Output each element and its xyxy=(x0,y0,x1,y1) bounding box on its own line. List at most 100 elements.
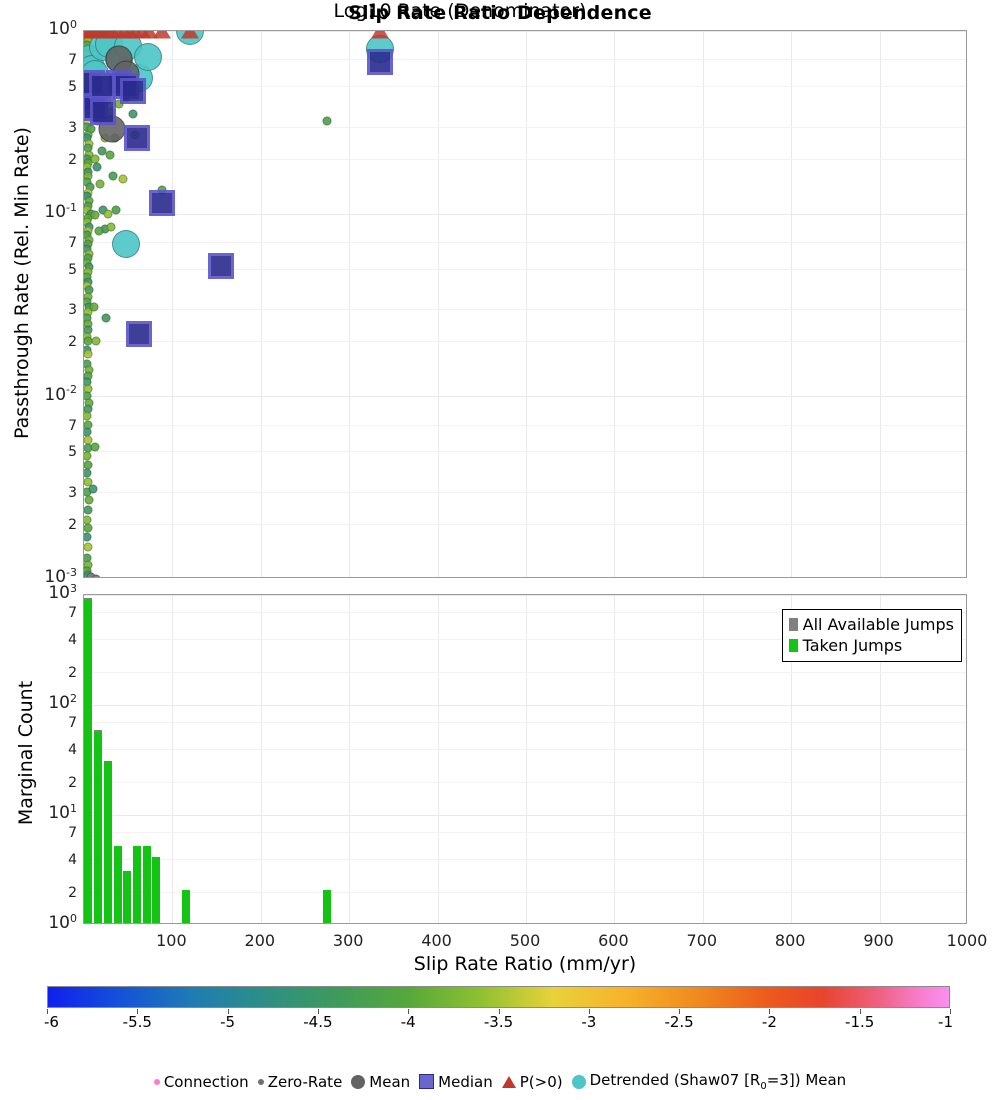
gridline-vertical xyxy=(702,31,704,577)
histogram-x-tick: 300 xyxy=(332,931,364,950)
connection-point xyxy=(84,542,93,552)
p-gt-zero-icon xyxy=(501,1075,516,1088)
histogram-y-tick: 7 xyxy=(68,602,77,621)
tick-label: 2 xyxy=(68,664,77,681)
histogram-y-tick: 7 xyxy=(68,712,77,731)
colorbar-tick xyxy=(859,1009,861,1014)
p-gt-zero-marker[interactable]: P(>0) xyxy=(501,1073,563,1091)
p-gt-zero-point xyxy=(152,31,171,39)
scatter-y-tick: 7 xyxy=(68,415,77,434)
page-title: Slip Rate Ratio Dependence xyxy=(348,2,652,24)
legend-swatch xyxy=(788,639,798,652)
histogram-bar xyxy=(181,889,190,923)
histogram-y-tick: 4 xyxy=(68,629,77,648)
tick-label: 5 xyxy=(68,78,77,95)
tick-exponent: 0 xyxy=(70,912,77,925)
mean-icon xyxy=(351,1074,366,1089)
p-gt-zero-point xyxy=(371,31,390,39)
connection-marker[interactable]: Connection xyxy=(153,1073,249,1091)
scatter-y-tick: 10-3 xyxy=(44,566,77,587)
gridline-vertical xyxy=(260,595,262,923)
scatter-y-tick: 5 xyxy=(68,441,77,460)
colorbar-tick-label: -6 xyxy=(44,1013,59,1031)
colorbar-tick-label: -4 xyxy=(400,1013,416,1031)
median-point xyxy=(124,124,151,151)
tick-label: 7 xyxy=(68,825,77,842)
legend-item[interactable]: Taken Jumps xyxy=(788,635,954,656)
detrended-mean-marker[interactable]: Detrended (Shaw07 [R0=3]) Mean xyxy=(571,1071,846,1092)
gridline-horizontal xyxy=(84,451,966,453)
histogram-y-tick: 103 xyxy=(48,582,77,603)
connection-point xyxy=(84,468,92,478)
tick-exponent: 3 xyxy=(70,582,77,595)
colorbar-tick xyxy=(227,1009,229,1014)
zero-rate-marker[interactable]: Zero-Rate xyxy=(257,1073,342,1091)
legend-label: All Available Jumps xyxy=(802,615,954,634)
connection-point xyxy=(84,532,92,542)
scatter-y-tick: 2 xyxy=(68,331,77,350)
gridline-horizontal xyxy=(84,832,966,834)
scatter-plot-axes[interactable] xyxy=(83,30,967,578)
histogram-bar xyxy=(152,856,161,923)
connection-point xyxy=(84,349,93,359)
histogram-x-tick: 200 xyxy=(244,931,276,950)
gridline-vertical xyxy=(437,595,439,923)
gridline-horizontal xyxy=(84,126,966,128)
scatter-y-tick: 2 xyxy=(68,514,77,533)
p-gt-zero-point xyxy=(181,31,200,39)
scatter-canvas xyxy=(84,31,966,577)
connection-point xyxy=(84,523,93,533)
connection-point xyxy=(92,162,102,172)
gridline-horizontal xyxy=(84,241,966,243)
gridline-horizontal xyxy=(84,748,966,750)
tick-exponent: -1 xyxy=(66,200,77,214)
histogram-bar xyxy=(142,846,151,923)
histogram-y-tick: 2 xyxy=(68,662,77,681)
histogram-legend: All Available Jumps Taken Jumps xyxy=(781,609,962,662)
histogram-y-tick: 7 xyxy=(68,822,77,841)
tick-label: 10 xyxy=(48,913,70,934)
tick-label: 7 xyxy=(68,417,77,434)
colorbar-tick xyxy=(47,1009,48,1014)
histogram-y-tick: 2 xyxy=(68,772,77,791)
histogram-axes[interactable]: All Available Jumps Taken Jumps xyxy=(83,594,967,924)
median-point xyxy=(119,77,146,104)
histogram-x-axis-title: Slip Rate Ratio (mm/yr) xyxy=(413,953,637,975)
colorbar-tick xyxy=(588,1009,590,1014)
tick-label: 4 xyxy=(68,741,77,758)
gridline-horizontal xyxy=(84,815,966,816)
histogram-y-tick: 101 xyxy=(48,802,77,823)
colorbar-tick xyxy=(769,1009,771,1014)
gridline-vertical xyxy=(791,31,793,577)
legend-item[interactable]: All Available Jumps xyxy=(788,614,954,635)
median-marker[interactable]: Median xyxy=(419,1073,493,1091)
tick-exponent: 0 xyxy=(70,18,77,31)
tick-label: 10 xyxy=(48,693,70,714)
scatter-y-tick: 10-1 xyxy=(44,201,77,222)
mean-marker[interactable]: Mean xyxy=(351,1073,410,1091)
gridline-horizontal xyxy=(84,891,966,893)
histogram-y-tick: 4 xyxy=(68,849,77,868)
marker-legend: Connection Zero-Rate Mean Median P(>0) Detren… xyxy=(0,1071,1000,1092)
median-point xyxy=(125,320,152,347)
gridline-vertical xyxy=(879,31,881,577)
histogram-bar xyxy=(103,760,112,923)
colorbar[interactable] xyxy=(47,986,950,1008)
histogram-x-tick: 1000 xyxy=(946,931,988,950)
gridline-horizontal xyxy=(84,309,966,311)
tick-label: 10 xyxy=(48,803,70,824)
tick-label: 7 xyxy=(68,52,77,69)
legend-label: Mean xyxy=(369,1072,411,1091)
histogram-bar xyxy=(323,889,332,923)
gridline-horizontal xyxy=(84,31,966,32)
tick-label: 10 xyxy=(44,201,67,222)
gridline-vertical xyxy=(526,31,527,577)
detrended-mean-icon xyxy=(571,1074,586,1089)
gridline-horizontal xyxy=(84,213,966,215)
histogram-bar xyxy=(94,731,103,923)
connection-point xyxy=(90,210,100,220)
legend-label: Taken Jumps xyxy=(802,636,903,655)
connection-point xyxy=(88,484,98,494)
tick-exponent: -3 xyxy=(66,566,77,579)
connection-point xyxy=(90,442,100,452)
